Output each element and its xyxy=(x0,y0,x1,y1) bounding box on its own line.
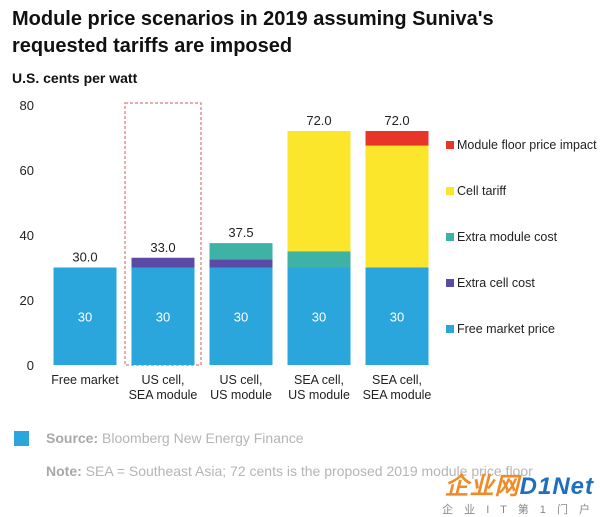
bar-segment xyxy=(365,267,429,365)
y-tick-label: 80 xyxy=(20,98,34,113)
legend-label: Extra cell cost xyxy=(457,276,535,290)
chart-title: Module price scenarios in 2019 assuming … xyxy=(12,8,494,57)
bar-total-label: 30.0 xyxy=(72,250,97,265)
legend-swatch xyxy=(446,141,454,149)
bar-segment xyxy=(365,145,429,268)
bar-segment-label: 30 xyxy=(390,309,404,324)
y-tick-label: 0 xyxy=(27,358,34,373)
legend-label: Module floor price impact xyxy=(457,138,597,152)
legend-label: Free market price xyxy=(457,322,555,336)
watermark-subtitle: 企 业 I T 第 1 门 户 xyxy=(442,504,594,516)
bar-segment xyxy=(287,267,351,365)
x-category-label: US cell, SEA module xyxy=(129,373,198,402)
bar-segment-label: 30 xyxy=(234,309,248,324)
stacked-bar-chart: 0 20 40 60 80 30 30.0 Free market 30 33.0 US cell,… xyxy=(20,98,598,402)
y-axis-unit-label: U.S. cents per watt xyxy=(12,70,138,86)
bar-segment xyxy=(209,267,273,365)
bar-segment xyxy=(131,267,195,365)
y-tick-label: 60 xyxy=(20,163,34,178)
bar-segment xyxy=(209,259,273,268)
y-tick-label: 40 xyxy=(20,228,34,243)
y-tick-label: 20 xyxy=(20,293,34,308)
bar-segment-label: 30 xyxy=(312,309,326,324)
source-text: Bloomberg New Energy Finance xyxy=(102,430,304,446)
source-line: Source: Bloomberg New Energy Finance xyxy=(46,430,304,446)
note-line: Note: SEA = Southeast Asia; 72 cents is … xyxy=(46,458,546,484)
x-category-label: SEA cell, US module xyxy=(288,373,350,402)
bar-total-label: 33.0 xyxy=(150,240,175,255)
x-category-label: Free market xyxy=(51,373,119,387)
legend-swatch xyxy=(446,187,454,195)
bar-segment xyxy=(365,131,429,146)
bar-total-label: 37.5 xyxy=(228,225,253,240)
bar-segment xyxy=(53,267,117,365)
legend-label: Cell tariff xyxy=(457,184,507,198)
source-label: Source: xyxy=(46,430,99,446)
bar-segment-label: 30 xyxy=(156,309,170,324)
note-label: Note: xyxy=(46,463,82,479)
legend-swatch xyxy=(446,279,454,287)
watermark: 企业网D1Net 企 业 I T 第 1 门 户 xyxy=(424,466,594,517)
bar-segment xyxy=(287,251,351,268)
bar-segment xyxy=(131,257,195,268)
bar-segment-label: 30 xyxy=(78,309,92,324)
note-text: SEA = Southeast Asia; 72 cents is the pr… xyxy=(85,463,533,479)
legend-swatch xyxy=(446,233,454,241)
legend-label: Extra module cost xyxy=(457,230,558,244)
watermark-logo: 企业网D1Net xyxy=(444,473,594,500)
x-category-label: US cell, US module xyxy=(210,373,272,402)
legend-swatch xyxy=(446,325,454,333)
bar-segment xyxy=(209,243,273,260)
bar-total-label: 72.0 xyxy=(384,113,409,128)
source-swatch xyxy=(14,431,29,446)
bar-total-label: 72.0 xyxy=(306,113,331,128)
x-category-label: SEA cell, SEA module xyxy=(363,373,432,402)
bar-segment xyxy=(287,131,351,252)
